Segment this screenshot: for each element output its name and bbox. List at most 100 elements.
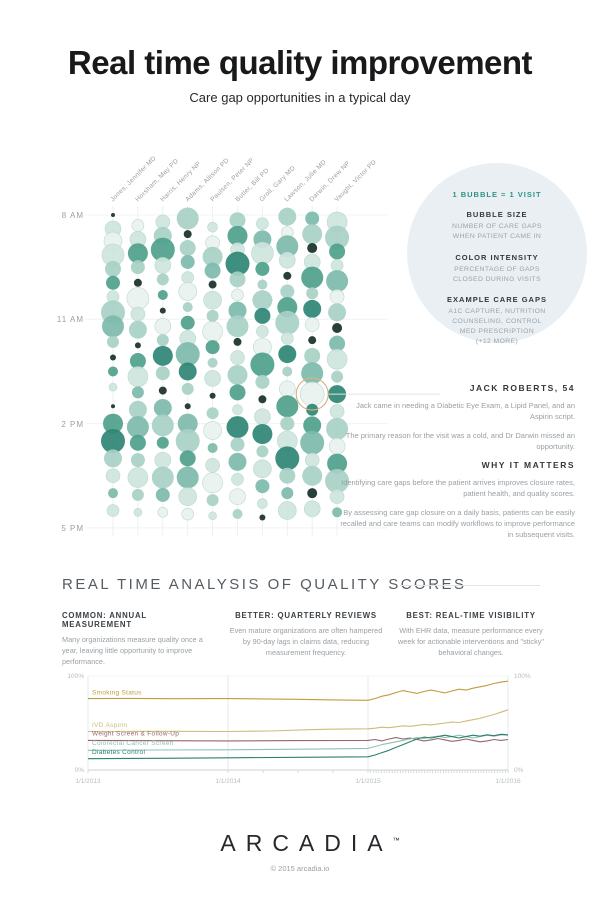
visit-bubble bbox=[181, 507, 194, 521]
visit-bubble bbox=[301, 362, 324, 385]
visit-bubble bbox=[226, 315, 249, 338]
visit-bubble bbox=[256, 217, 269, 230]
visit-bubble bbox=[329, 489, 345, 504]
visit-bubble bbox=[152, 345, 173, 366]
visit-bubble bbox=[328, 303, 347, 322]
visit-bubble bbox=[184, 403, 191, 410]
why-para-1: Identifying care gaps before the patient… bbox=[341, 478, 575, 499]
visit-bubble bbox=[278, 207, 297, 226]
visit-bubble bbox=[178, 362, 197, 381]
visit-bubble bbox=[157, 289, 168, 300]
bubble-chart bbox=[86, 206, 440, 536]
visit-bubble bbox=[228, 452, 247, 471]
visit-bubble bbox=[226, 416, 249, 439]
visit-bubble bbox=[300, 430, 325, 455]
visit-bubble bbox=[206, 494, 219, 507]
visit-bubble bbox=[130, 453, 145, 468]
visit-bubble bbox=[278, 251, 296, 269]
visit-bubble bbox=[180, 315, 195, 330]
legend-body: PERCENTAGE OF GAPS CLOSED DURING VISITS bbox=[452, 265, 542, 283]
visit-bubble bbox=[129, 353, 146, 370]
visit-bubble bbox=[277, 501, 297, 520]
why-it-matters: WHY IT MATTERS Identifying care gaps bef… bbox=[335, 460, 575, 540]
visit-bubble bbox=[209, 392, 216, 399]
visit-bubble bbox=[303, 299, 322, 318]
visit-bubble bbox=[252, 290, 273, 311]
x-axis-label: 1/1/2016 bbox=[495, 778, 521, 785]
visit-bubble bbox=[279, 467, 296, 484]
visit-bubble bbox=[275, 446, 300, 471]
analysis-column-better: BETTER: QUARTERLY REVIEWS Even mature or… bbox=[225, 611, 387, 659]
legend-bubble: 1 BUBBLE = 1 VISIT BUBBLE SIZE NUMBER OF… bbox=[407, 163, 587, 345]
visit-bubble bbox=[178, 282, 197, 301]
visit-bubble bbox=[178, 487, 197, 506]
visit-bubble bbox=[177, 413, 198, 434]
visit-bubble bbox=[255, 261, 270, 276]
visit-bubble bbox=[207, 357, 218, 368]
visit-bubble bbox=[280, 416, 295, 431]
column-heading: BETTER: QUARTERLY REVIEWS bbox=[235, 611, 377, 620]
page-subtitle: Care gap opportunities in a typical day bbox=[189, 90, 411, 105]
visit-bubble bbox=[127, 243, 148, 264]
visit-bubble bbox=[302, 224, 323, 245]
visit-bubble bbox=[203, 290, 222, 310]
visit-bubble bbox=[207, 221, 218, 233]
visit-bubble bbox=[181, 382, 194, 395]
visit-bubble bbox=[304, 347, 321, 364]
visit-bubble bbox=[179, 240, 196, 257]
visit-bubble bbox=[255, 374, 270, 389]
y-axis-label: 100% bbox=[514, 673, 531, 680]
visit-bubble bbox=[306, 287, 319, 300]
y-axis-label: 0% bbox=[514, 767, 524, 774]
visit-bubble bbox=[329, 335, 346, 352]
highlight-ring bbox=[295, 377, 329, 411]
visit-bubble bbox=[111, 404, 115, 409]
visit-bubble bbox=[111, 213, 115, 217]
visit-bubble bbox=[228, 301, 247, 320]
why-para-2: By assessing care gap closure on a daily… bbox=[340, 507, 575, 540]
visit-bubble bbox=[325, 225, 350, 250]
visit-bubble bbox=[105, 260, 121, 277]
visit-bubble bbox=[280, 284, 295, 299]
visit-bubble bbox=[153, 398, 172, 417]
visit-bubble bbox=[206, 309, 219, 322]
visit-bubble bbox=[104, 449, 122, 468]
visit-bubble bbox=[230, 437, 245, 452]
visit-bubble bbox=[231, 472, 244, 486]
visit-bubble bbox=[176, 466, 199, 489]
visit-bubble bbox=[305, 211, 320, 226]
visit-bubble bbox=[257, 498, 268, 509]
section-divider-line bbox=[400, 585, 540, 586]
analysis-section-title: REAL TIME ANALYSIS OF QUALITY SCORES bbox=[62, 576, 467, 593]
visit-bubble bbox=[105, 468, 121, 484]
legend-title: 1 BUBBLE = 1 VISIT bbox=[452, 190, 542, 199]
visit-bubble bbox=[253, 459, 272, 479]
visit-bubble bbox=[329, 243, 346, 260]
visit-bubble bbox=[258, 395, 267, 404]
visit-bubble bbox=[101, 429, 125, 454]
patient-para-2: The primary reason for the visit was a c… bbox=[345, 430, 575, 451]
column-heading: COMMON: ANNUAL MEASUREMENT bbox=[62, 611, 147, 629]
x-axis-label: 1/1/2014 bbox=[215, 778, 241, 785]
visit-bubble bbox=[150, 237, 175, 262]
visit-bubble bbox=[131, 219, 145, 232]
visit-bubble bbox=[108, 488, 118, 499]
visit-bubble bbox=[280, 332, 294, 345]
visit-bubble bbox=[332, 323, 343, 334]
series-line bbox=[87, 737, 509, 743]
visit-bubble bbox=[308, 336, 317, 345]
visit-bubble bbox=[232, 404, 243, 416]
visit-bubble bbox=[155, 366, 170, 381]
legend-heading: COLOR INTENSITY bbox=[455, 252, 539, 262]
visit-bubble bbox=[180, 254, 195, 269]
visit-bubble bbox=[256, 325, 269, 338]
visit-bubble bbox=[256, 445, 269, 458]
visit-bubble bbox=[281, 487, 294, 500]
legend-heading: BUBBLE SIZE bbox=[466, 210, 528, 219]
visit-bubble bbox=[327, 453, 348, 474]
visit-bubble bbox=[229, 212, 246, 229]
patient-name: JACK ROBERTS, 54 bbox=[469, 383, 575, 393]
visit-bubble bbox=[155, 214, 171, 230]
visit-bubble bbox=[127, 467, 149, 488]
time-label: 2 PM bbox=[61, 419, 84, 429]
